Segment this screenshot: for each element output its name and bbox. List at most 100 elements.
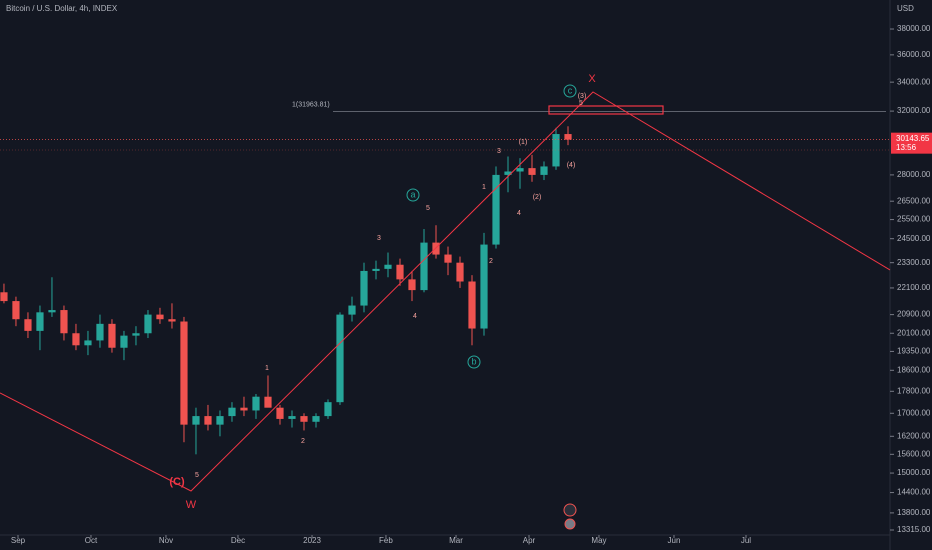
candle-body — [408, 279, 416, 291]
y-tick-label: 32000.00 — [897, 106, 931, 115]
candle-body — [516, 168, 524, 172]
candle-body — [24, 319, 32, 331]
countdown-label: 13:56 — [896, 143, 917, 152]
y-tick-label: 20100.00 — [897, 328, 931, 337]
candle-body — [300, 416, 308, 422]
candle-body — [348, 305, 356, 315]
wave-label: 2 — [489, 258, 493, 265]
x-tick-label: Nov — [159, 536, 173, 545]
y-tick-label: 26500.00 — [897, 196, 931, 205]
candle-body — [180, 321, 188, 425]
candle-body — [264, 396, 272, 408]
candle-body — [444, 254, 452, 263]
y-tick-label: 36000.00 — [897, 50, 931, 59]
wave-label: W — [186, 499, 197, 511]
candle-body — [36, 312, 44, 331]
candle-body — [216, 416, 224, 425]
y-tick-label: 24500.00 — [897, 234, 931, 243]
y-tick-label: 18600.00 — [897, 365, 931, 374]
wave-label: (2) — [533, 194, 542, 201]
wave-circle — [467, 355, 481, 369]
candle-body — [372, 268, 380, 271]
x-tick-label: Sep — [11, 536, 26, 545]
y-tick-label: 25500.00 — [897, 215, 931, 224]
candle-body — [540, 166, 548, 175]
candle-body — [504, 171, 512, 175]
wave-label: 4 — [517, 210, 521, 217]
candle-body — [420, 242, 428, 291]
y-tick-label: 17000.00 — [897, 408, 931, 417]
candle-body — [564, 134, 572, 140]
candle-body — [492, 174, 500, 245]
icons — [563, 503, 577, 530]
candle-body — [468, 281, 476, 329]
price-label: 30143.65 — [896, 134, 930, 143]
candle-body — [120, 335, 128, 348]
candle-body — [288, 416, 296, 419]
wave-label: 3 — [377, 235, 381, 242]
y-tick-label: 13800.00 — [897, 508, 931, 517]
y-tick-label: 17800.00 — [897, 386, 931, 395]
x-tick-label: Dec — [231, 536, 245, 545]
wave-label: 1 — [265, 365, 269, 372]
y-tick-label: 16200.00 — [897, 431, 931, 440]
x-tick-label: Mar — [449, 536, 463, 545]
wave-label: 2 — [301, 438, 305, 445]
wave-label: b — [471, 356, 476, 366]
y-tick-label: 34000.00 — [897, 77, 931, 86]
candle-body — [144, 314, 152, 334]
wave-label: 5 — [195, 472, 199, 479]
candle-body — [432, 242, 440, 255]
y-tick-label: 19350.00 — [897, 347, 931, 356]
y-tick-label: 23300.00 — [897, 258, 931, 267]
candle-body — [228, 407, 236, 417]
wave-label: 5 — [579, 100, 583, 107]
wave-label: 3 — [497, 148, 501, 155]
wave-line — [0, 91, 891, 492]
wave-circle — [406, 188, 420, 202]
y-tick-label: 13315.00 — [897, 525, 931, 534]
candle-body — [12, 301, 20, 320]
event-icon — [563, 503, 577, 517]
candle-body — [168, 319, 176, 322]
candle-body — [72, 333, 80, 346]
candle-body — [252, 396, 260, 411]
event-icon — [564, 518, 576, 530]
wave-label: a — [410, 189, 415, 199]
currency-label: USD — [897, 4, 914, 13]
candle-body — [336, 314, 344, 403]
wave-label: (3) — [578, 93, 587, 100]
candle-body — [240, 407, 248, 411]
candle-body — [96, 323, 104, 341]
candle-body — [0, 292, 8, 302]
wave-label: (1) — [519, 139, 528, 146]
candle-body — [480, 244, 488, 329]
target-box — [548, 105, 664, 115]
x-tick-label: Feb — [379, 536, 393, 545]
wave-label: (C) — [169, 476, 185, 488]
candle-body — [384, 264, 392, 269]
x-tick-label: Apr — [523, 536, 536, 545]
candle-body — [456, 262, 464, 282]
candle-body — [132, 333, 140, 336]
fib-label: 1(31963.81) — [292, 101, 330, 108]
candle-body — [156, 314, 164, 320]
x-tick-label: May — [591, 536, 606, 545]
x-tick-label: Jul — [741, 536, 751, 545]
wave-label: 4 — [413, 313, 417, 320]
y-tick-label: 14400.00 — [897, 488, 931, 497]
candle-body — [60, 310, 68, 334]
wave-circle — [563, 84, 577, 98]
x-tick-label: Jun — [668, 536, 681, 545]
candle-body — [84, 340, 92, 346]
candle-body — [552, 134, 560, 167]
candle-body — [528, 168, 536, 175]
candle-body — [324, 402, 332, 417]
candle-body — [276, 407, 284, 419]
y-tick-label: 20900.00 — [897, 310, 931, 319]
wave-label: 5 — [426, 205, 430, 212]
candle-body — [48, 310, 56, 313]
wave-label: c — [568, 85, 573, 95]
